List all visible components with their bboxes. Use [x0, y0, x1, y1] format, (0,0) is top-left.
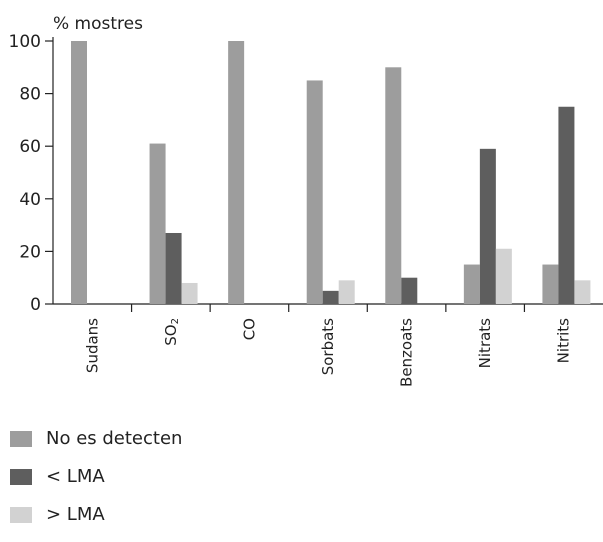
- y-tick-label: 20: [19, 242, 41, 262]
- x-tick-label: Sorbats: [319, 318, 337, 375]
- y-axis: 0 20 40 60 80 100: [9, 32, 54, 315]
- bar: [165, 232, 182, 304]
- y-tick-label: 40: [19, 190, 41, 210]
- bar: [574, 280, 591, 304]
- x-tick-label: Benzoats: [398, 318, 416, 387]
- bar: [401, 277, 418, 304]
- legend-label-no-es-detecten: No es detecten: [46, 428, 183, 449]
- bar: [181, 282, 198, 304]
- x-tick-label: Sudans: [83, 318, 101, 373]
- y-tick-label: 0: [30, 295, 41, 315]
- bar: [71, 41, 87, 304]
- x-tick-label: Nitrits: [555, 318, 573, 363]
- legend-swatch-no-es-detecten: [10, 431, 32, 447]
- bar: [228, 41, 245, 304]
- bar-chart: % mostres 0 20 40 60 80 100 Sudans SO2 CO Sorbat…: [9, 14, 603, 387]
- bar: [306, 80, 323, 304]
- y-tick-label: 100: [9, 32, 41, 52]
- bars: [71, 41, 591, 304]
- bar: [385, 67, 402, 304]
- legend-swatch-above-lma: [10, 507, 32, 523]
- bar: [149, 143, 166, 304]
- x-tick-label: CO: [240, 318, 258, 340]
- bar: [322, 290, 339, 304]
- y-tick-label: 80: [19, 85, 41, 105]
- legend-label-below-lma: < LMA: [46, 466, 105, 487]
- x-tick-label: Nitrats: [476, 318, 494, 369]
- bar: [542, 264, 559, 304]
- bar: [479, 148, 496, 304]
- x-axis: Sudans SO2 CO Sorbats Benzoats Nitrats Nitrits: [53, 303, 603, 387]
- legend-swatch-below-lma: [10, 469, 32, 485]
- x-tick-label: SO2: [162, 318, 181, 346]
- y-axis-label: % mostres: [53, 14, 143, 34]
- bar: [495, 248, 512, 304]
- y-tick-label: 60: [19, 137, 41, 157]
- legend-label-above-lma: > LMA: [46, 504, 105, 525]
- bar: [338, 280, 355, 304]
- bar: [463, 264, 480, 304]
- bar: [558, 106, 575, 304]
